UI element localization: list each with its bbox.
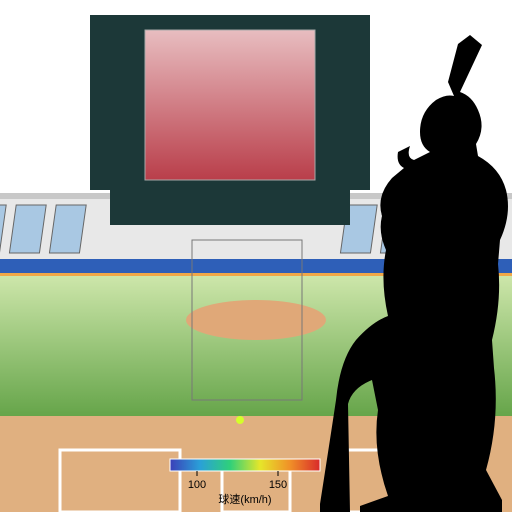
pitch-marker bbox=[236, 416, 244, 424]
pitchers-mound bbox=[186, 300, 326, 340]
scoreboard-screen bbox=[145, 30, 315, 180]
colorbar-title: 球速(km/h) bbox=[218, 492, 271, 506]
colorbar-tick-label: 100 bbox=[188, 479, 206, 491]
speed-colorbar bbox=[170, 459, 320, 471]
colorbar-tick-label: 150 bbox=[269, 479, 287, 491]
stand-window bbox=[9, 205, 46, 253]
scoreboard-base bbox=[110, 190, 350, 225]
stand-window bbox=[49, 205, 86, 253]
scene-svg: 100 150球速(km/h) bbox=[0, 0, 512, 512]
pitch-location-chart: 100 150球速(km/h) bbox=[0, 0, 512, 512]
